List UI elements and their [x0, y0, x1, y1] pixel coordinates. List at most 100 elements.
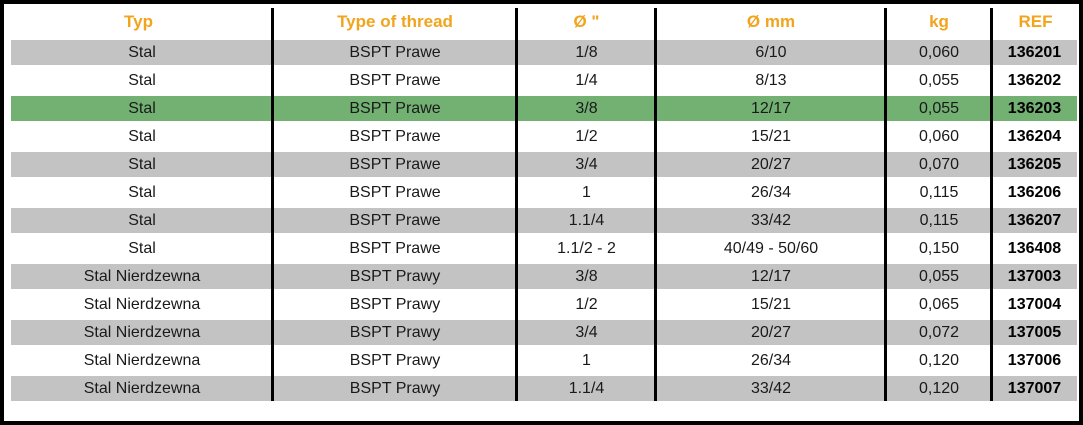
- column-header-typ: Typ: [124, 12, 153, 31]
- table-row: Stal BSPT Prawe 1.1/2 - 2 40/49 - 50/60 …: [11, 236, 1077, 261]
- cell-diameter-inch: 3/8: [575, 100, 598, 117]
- cell-diameter-mm: 6/10: [755, 44, 787, 61]
- cell-typ: Stal Nierdzewna: [83, 380, 201, 397]
- cell-ref: 136202: [1007, 72, 1062, 89]
- cell-diameter-inch: 1.1/2 - 2: [557, 240, 616, 257]
- cell-diameter-mm: 15/21: [750, 128, 792, 145]
- cell-thread-type: BSPT Prawe: [349, 156, 441, 173]
- cell-kg: 0,060: [918, 44, 960, 61]
- cell-typ: Stal Nierdzewna: [83, 296, 201, 313]
- cell-diameter-mm: 8/13: [755, 72, 787, 89]
- cell-ref: 136203: [1007, 100, 1062, 117]
- cell-kg: 0,120: [918, 380, 960, 397]
- cell-thread-type: BSPT Prawe: [349, 100, 441, 117]
- cell-ref: 137003: [1007, 268, 1062, 285]
- cell-typ: Stal Nierdzewna: [83, 268, 201, 285]
- cell-diameter-inch: 3/4: [575, 156, 598, 173]
- column-header-diameter-mm: Ø mm: [746, 12, 796, 31]
- table-row: Stal Nierdzewna BSPT Prawy 1/2 15/21 0,0…: [11, 292, 1077, 317]
- cell-ref: 136408: [1007, 240, 1062, 257]
- cell-thread-type: BSPT Prawe: [349, 240, 441, 257]
- cell-typ: Stal Nierdzewna: [83, 324, 201, 341]
- cell-typ: Stal: [128, 44, 156, 61]
- cell-diameter-mm: 40/49 - 50/60: [723, 240, 819, 257]
- cell-typ: Stal: [128, 156, 156, 173]
- cell-ref: 136206: [1007, 184, 1062, 201]
- cell-thread-type: BSPT Prawy: [349, 268, 441, 285]
- cell-diameter-inch: 1/4: [575, 72, 598, 89]
- cell-diameter-mm: 26/34: [750, 184, 792, 201]
- cell-ref: 136201: [1007, 44, 1062, 61]
- table-row: Stal Nierdzewna BSPT Prawy 1.1/4 33/42 0…: [11, 376, 1077, 401]
- table-row: Stal BSPT Prawe 3/8 12/17 0,055 136203: [11, 96, 1077, 121]
- cell-thread-type: BSPT Prawe: [349, 72, 441, 89]
- table-row: Stal BSPT Prawe 1/4 8/13 0,055 136202: [11, 68, 1077, 93]
- cell-thread-type: BSPT Prawe: [349, 212, 441, 229]
- cell-typ: Stal: [128, 184, 156, 201]
- cell-diameter-inch: 1.1/4: [568, 380, 605, 397]
- cell-typ: Stal: [128, 72, 156, 89]
- cell-diameter-mm: 15/21: [750, 296, 792, 313]
- column-divider: [884, 8, 887, 401]
- table-row: Stal BSPT Prawe 1.1/4 33/42 0,115 136207: [11, 208, 1077, 233]
- cell-kg: 0,055: [918, 72, 960, 89]
- cell-typ: Stal Nierdzewna: [83, 352, 201, 369]
- table-row: Stal Nierdzewna BSPT Prawy 3/8 12/17 0,0…: [11, 264, 1077, 289]
- table-row: Stal Nierdzewna BSPT Prawy 1 26/34 0,120…: [11, 348, 1077, 373]
- cell-diameter-mm: 12/17: [750, 100, 792, 117]
- cell-kg: 0,065: [918, 296, 960, 313]
- column-header-ref: REF: [1018, 12, 1053, 31]
- cell-diameter-mm: 26/34: [750, 352, 792, 369]
- cell-diameter-inch: 1: [582, 184, 591, 201]
- cell-kg: 0,115: [919, 184, 959, 201]
- cell-thread-type: BSPT Prawy: [349, 324, 441, 341]
- cell-kg: 0,060: [918, 128, 960, 145]
- cell-ref: 136205: [1007, 156, 1062, 173]
- table-row: Stal BSPT Prawe 1/2 15/21 0,060 136204: [11, 124, 1077, 149]
- cell-diameter-mm: 20/27: [750, 324, 792, 341]
- cell-diameter-mm: 33/42: [750, 212, 792, 229]
- cell-kg: 0,115: [919, 212, 959, 229]
- cell-ref: 137004: [1007, 296, 1062, 313]
- column-divider: [990, 8, 993, 401]
- cell-typ: Stal: [128, 100, 156, 117]
- table-row: Stal Nierdzewna BSPT Prawy 3/4 20/27 0,0…: [11, 320, 1077, 345]
- cell-diameter-mm: 12/17: [750, 268, 792, 285]
- table-header-row: Typ Type of thread Ø " Ø mm kg REF: [4, 4, 1079, 40]
- cell-ref: 136204: [1007, 128, 1062, 145]
- cell-kg: 0,150: [918, 240, 960, 257]
- column-divider: [515, 8, 518, 401]
- table-body: Stal BSPT Prawe 1/8 6/10 0,060 136201 St…: [4, 40, 1079, 401]
- cell-ref: 137005: [1007, 324, 1062, 341]
- cell-thread-type: BSPT Prawe: [349, 184, 441, 201]
- cell-diameter-inch: 1/8: [575, 44, 598, 61]
- cell-ref: 137006: [1007, 352, 1062, 369]
- cell-kg: 0,055: [918, 268, 960, 285]
- cell-ref: 137007: [1007, 380, 1062, 397]
- column-header-kg: kg: [929, 12, 949, 31]
- cell-thread-type: BSPT Prawy: [349, 352, 441, 369]
- cell-typ: Stal: [128, 212, 156, 229]
- cell-kg: 0,055: [918, 100, 960, 117]
- table-row: Stal BSPT Prawe 3/4 20/27 0,070 136205: [11, 152, 1077, 177]
- cell-diameter-inch: 1/2: [575, 128, 598, 145]
- cell-diameter-inch: 3/8: [575, 268, 598, 285]
- column-divider: [271, 8, 274, 401]
- table-row: Stal BSPT Prawe 1 26/34 0,115 136206: [11, 180, 1077, 205]
- cell-diameter-inch: 1/2: [575, 296, 598, 313]
- cell-ref: 136207: [1007, 212, 1062, 229]
- cell-diameter-inch: 3/4: [575, 324, 598, 341]
- cell-thread-type: BSPT Prawy: [349, 296, 441, 313]
- cell-thread-type: BSPT Prawy: [349, 380, 441, 397]
- cell-diameter-inch: 1: [582, 352, 591, 369]
- cell-diameter-inch: 1.1/4: [568, 212, 605, 229]
- cell-thread-type: BSPT Prawe: [349, 44, 441, 61]
- cell-thread-type: BSPT Prawe: [349, 128, 441, 145]
- cell-diameter-mm: 20/27: [750, 156, 792, 173]
- column-header-type-of-thread: Type of thread: [337, 12, 453, 31]
- cell-diameter-mm: 33/42: [750, 380, 792, 397]
- column-header-diameter-inch: Ø ": [573, 12, 600, 31]
- cell-kg: 0,072: [918, 324, 960, 341]
